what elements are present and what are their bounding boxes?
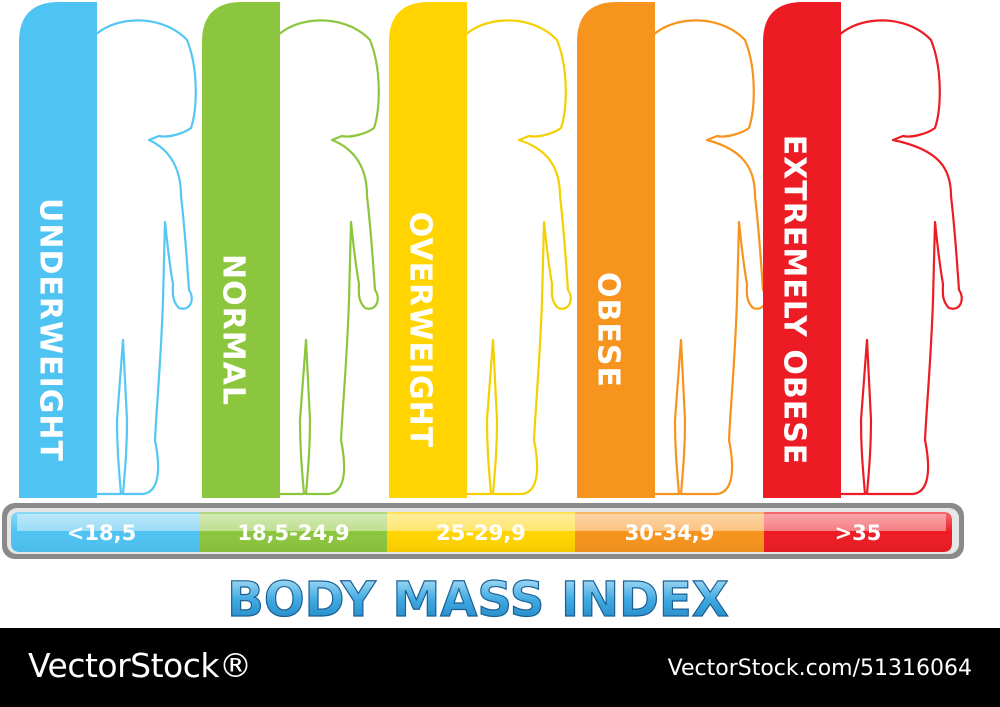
child-silhouette <box>825 20 962 494</box>
child-silhouette <box>451 20 571 494</box>
category-band <box>202 2 280 498</box>
category-label: UNDERWEIGHT <box>33 198 68 462</box>
category-label: OVERWEIGHT <box>403 212 438 448</box>
image-id: VectorStock.com/51316064 <box>668 656 972 681</box>
category-label: NORMAL <box>216 254 251 406</box>
bmi-column: OVERWEIGHT <box>389 2 571 498</box>
page-title: BODY MASS INDEX <box>227 572 729 628</box>
footer-bar: VectorStock® VectorStock.com/51316064 <box>0 628 1000 707</box>
bmi-range-bar: <18,518,5-24,925-29,930-34,9>35 <box>2 503 964 559</box>
child-silhouette <box>639 20 766 494</box>
bmi-column: EXTREMELY OBESE <box>763 2 962 498</box>
range-bar-gloss <box>11 512 952 552</box>
child-silhouette <box>81 20 196 494</box>
bmi-chart: UNDERWEIGHT NORMAL OVERWEIGHT OBESE EXTREMEL… <box>0 0 1000 628</box>
category-label: OBESE <box>591 272 626 388</box>
brand-logo[interactable]: VectorStock® <box>28 646 252 685</box>
bmi-column: UNDERWEIGHT <box>19 2 196 498</box>
bmi-column: OBESE <box>577 2 766 498</box>
category-band <box>577 2 655 498</box>
bmi-column: NORMAL <box>202 2 379 498</box>
category-label: EXTREMELY OBESE <box>777 135 812 466</box>
child-silhouette <box>264 20 379 494</box>
